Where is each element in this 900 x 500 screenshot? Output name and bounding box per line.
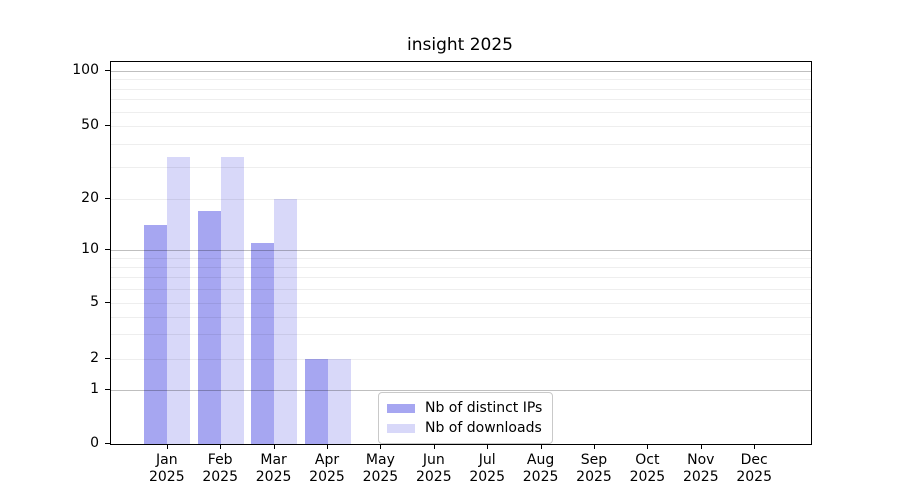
legend: Nb of distinct IPs Nb of downloads: [378, 392, 554, 444]
x-tick-label-dec: Dec 2025: [736, 452, 772, 485]
y-tick-mark: [105, 198, 110, 199]
legend-item-distinct-ips: Nb of distinct IPs: [387, 398, 542, 418]
x-tick-mark: [380, 444, 382, 449]
legend-label-downloads: Nb of downloads: [425, 420, 542, 436]
y-gridline-100: [111, 71, 811, 72]
x-tick-label-jul: Jul 2025: [469, 452, 505, 485]
y-gridline-90: [111, 79, 811, 81]
x-tick-label-sep: Sep 2025: [576, 452, 612, 485]
y-tick-mark: [105, 358, 110, 359]
bar-downloads-jan: [167, 156, 191, 444]
bar-distinct-ips-apr: [304, 359, 328, 444]
x-tick-mark: [647, 444, 649, 449]
y-tick-mark: [105, 125, 110, 126]
x-tick-label-jun: Jun 2025: [415, 452, 452, 485]
x-tick-mark: [540, 444, 542, 449]
y-gridline-80: [111, 88, 811, 90]
x-tick-mark: [487, 444, 489, 449]
x-tick-label-oct: Oct 2025: [629, 452, 666, 485]
y-tick-mark: [105, 302, 110, 303]
y-tick-mark: [105, 389, 110, 390]
x-tick-mark: [754, 444, 756, 449]
x-tick-label-apr: Apr 2025: [309, 452, 345, 485]
y-gridline-50: [111, 126, 811, 127]
x-tick-mark: [594, 444, 595, 449]
distinct-ips-swatch: [387, 403, 415, 413]
downloads-swatch: [387, 423, 415, 433]
y-gridline-40: [111, 143, 811, 145]
y-gridline-70: [111, 99, 811, 101]
bar-downloads-mar: [274, 199, 298, 444]
y-tick-mark: [105, 443, 110, 444]
y-gridline-20: [111, 199, 811, 200]
y-tick-label-10: 10: [81, 241, 99, 257]
x-tick-mark: [327, 444, 328, 449]
bar-downloads-apr: [327, 359, 351, 444]
bar-distinct-ips-mar: [251, 242, 275, 444]
x-tick-label-feb: Feb 2025: [202, 452, 238, 485]
bar-downloads-feb: [220, 156, 244, 444]
x-tick-label-nov: Nov 2025: [682, 452, 719, 485]
legend-item-downloads: Nb of downloads: [387, 418, 542, 438]
x-tick-mark: [433, 444, 435, 449]
y-tick-label-2: 2: [90, 350, 99, 366]
x-tick-label-jan: Jan 2025: [148, 452, 185, 485]
y-tick-label-5: 5: [90, 294, 99, 310]
legend-label-distinct-ips: Nb of distinct IPs: [425, 400, 543, 416]
y-gridline-60: [111, 111, 811, 113]
x-tick-mark: [273, 444, 275, 449]
y-tick-label-1: 1: [90, 381, 99, 397]
y-tick-mark: [105, 70, 110, 71]
bar-distinct-ips-feb: [197, 210, 221, 444]
y-tick-mark: [105, 249, 110, 250]
x-tick-mark: [700, 444, 702, 449]
plot-area: [110, 61, 812, 445]
x-tick-mark: [220, 444, 222, 449]
x-tick-label-aug: Aug 2025: [522, 452, 559, 485]
y-tick-label-100: 100: [72, 62, 99, 78]
y-gridline-30: [111, 166, 811, 168]
y-tick-label-20: 20: [81, 190, 99, 206]
x-tick-label-mar: Mar 2025: [255, 452, 292, 485]
x-tick-label-may: May 2025: [362, 452, 399, 485]
chart-title: insight 2025: [407, 35, 513, 55]
y-tick-label-50: 50: [81, 117, 99, 133]
y-tick-label-0: 0: [90, 435, 99, 451]
x-tick-mark: [166, 444, 168, 449]
bar-distinct-ips-jan: [144, 225, 168, 444]
